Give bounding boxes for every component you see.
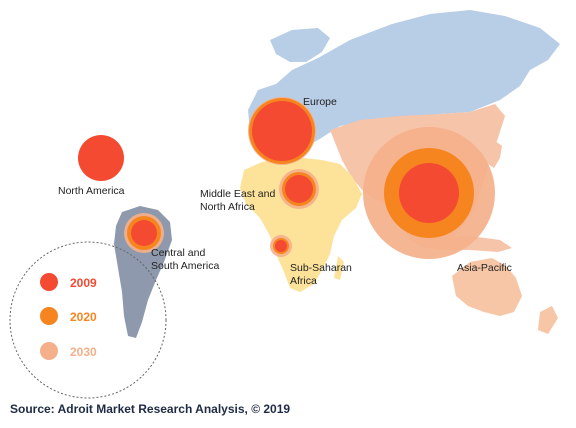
eurasia-landmass xyxy=(248,10,560,150)
label-europe: Europe xyxy=(303,96,337,108)
land-masses xyxy=(114,10,560,338)
legend-swatch-2030 xyxy=(40,342,58,360)
new-zealand-landmass xyxy=(538,306,558,334)
market-bubbles xyxy=(78,97,495,259)
source-caption: Source: Adroit Market Research Analysis,… xyxy=(10,402,291,416)
legend-swatch-2009 xyxy=(40,273,58,291)
europe-bubble-2009 xyxy=(252,101,312,161)
legend-outline xyxy=(9,241,167,399)
label-central-south-america-2: South America xyxy=(151,260,219,272)
label-sub-saharan-1: Sub-Saharan xyxy=(290,262,352,274)
label-asia-pacific: Asia-Pacific xyxy=(457,262,512,274)
madagascar-landmass xyxy=(334,256,344,280)
label-central-south-america-1: Central and xyxy=(151,247,205,259)
csa-bubble-2009 xyxy=(131,220,157,246)
japan-landmass xyxy=(488,140,502,168)
greenland-landmass xyxy=(270,28,330,62)
legend-label-2009: 2009 xyxy=(70,276,97,290)
africa-landmass xyxy=(240,158,362,292)
legend-label-2020: 2020 xyxy=(70,310,97,324)
legend-label-2030: 2030 xyxy=(70,345,97,359)
label-middle-east-africa-2: North Africa xyxy=(200,201,255,213)
asia-pacific-bubble-2009 xyxy=(399,163,459,223)
label-middle-east-africa-1: Middle East and xyxy=(200,188,275,200)
label-sub-saharan-2: Africa xyxy=(290,275,317,287)
label-north-america: North America xyxy=(58,185,125,197)
mena-bubble-2009 xyxy=(285,175,313,203)
legend: 2009 2020 2030 xyxy=(40,273,97,360)
region-labels: North America Europe Central and South A… xyxy=(58,96,512,287)
australia-landmass xyxy=(452,258,522,316)
legend-swatch-2020 xyxy=(40,307,58,325)
north-america-bubble-2009 xyxy=(78,135,124,181)
ssa-bubble-2009 xyxy=(275,240,287,252)
